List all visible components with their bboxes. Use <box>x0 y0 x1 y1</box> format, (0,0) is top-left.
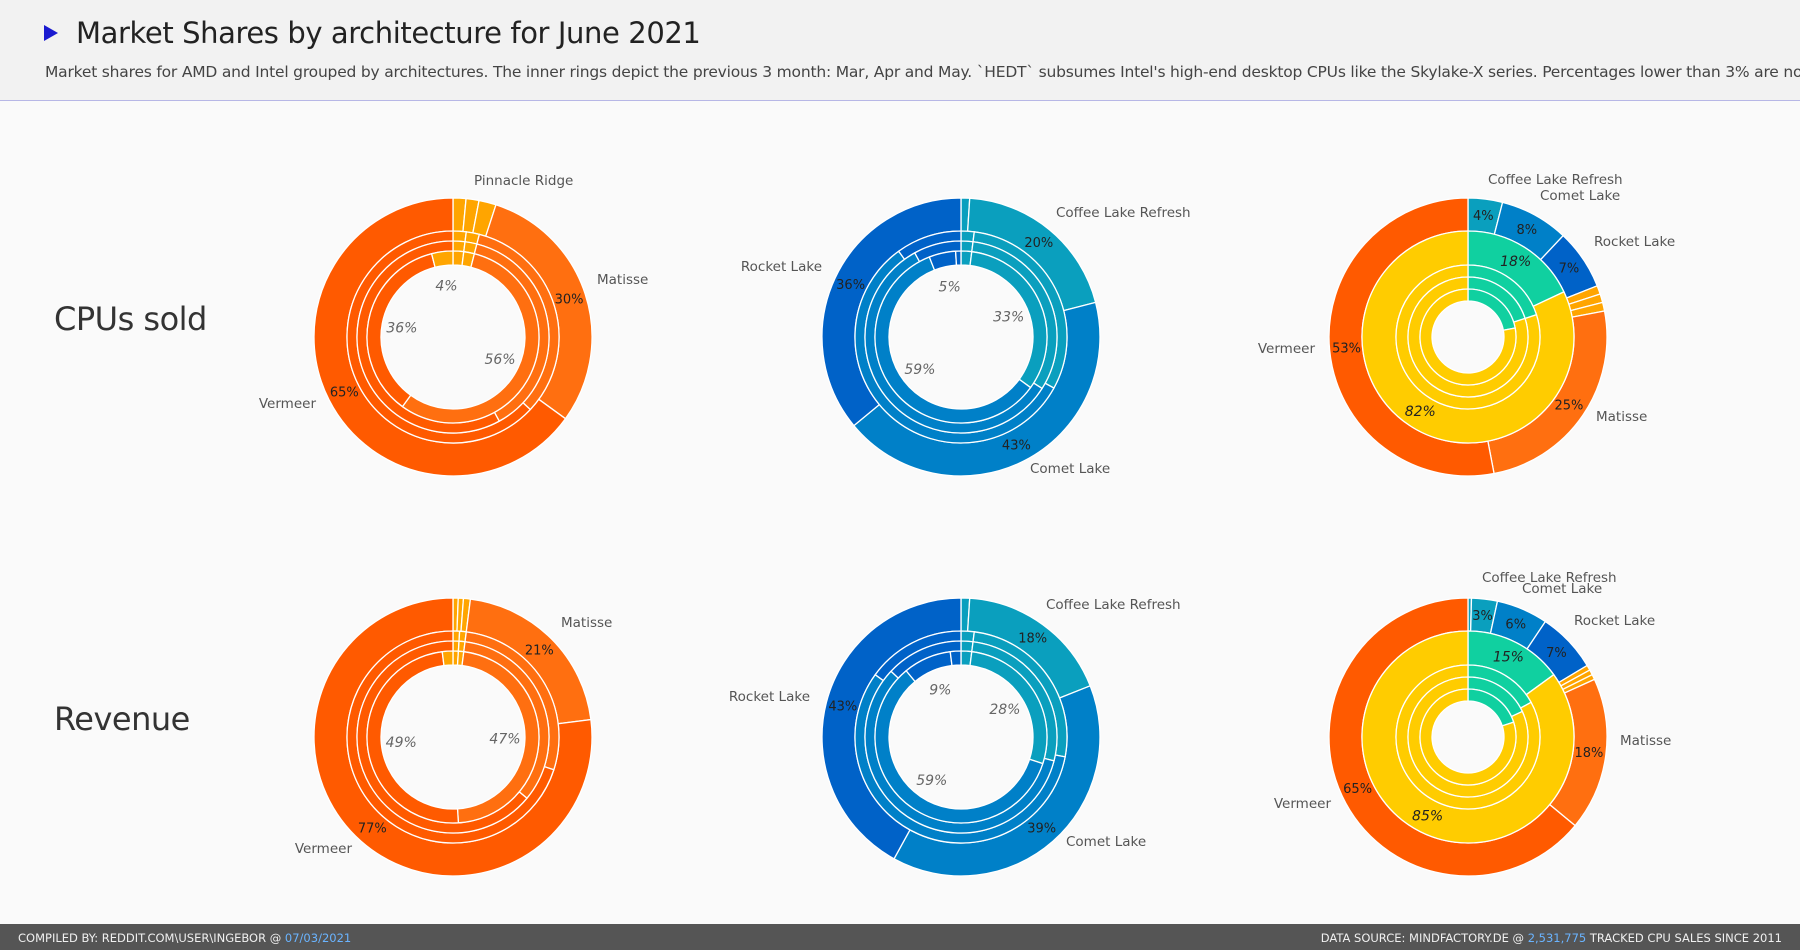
footer: COMPILED BY: REDDIT.COM\USER\INGEBOR @ 0… <box>0 924 1800 950</box>
slice-name-label: Comet Lake <box>1030 461 1110 477</box>
slice-name-label: Vermeer <box>259 396 317 412</box>
history-ring-2-segment[interactable] <box>1419 288 1517 386</box>
slice-name-label: Matisse <box>1596 409 1647 425</box>
outer-ring-data-label: 53% <box>1332 341 1361 356</box>
collapse-triangle-icon[interactable] <box>44 25 58 41</box>
history-ring-0-segment[interactable] <box>452 230 468 243</box>
slice-name-label: Vermeer <box>1258 341 1316 357</box>
outer-ring-data-label: 77% <box>358 822 387 837</box>
slice-name-label: Matisse <box>561 615 612 631</box>
history-data-label: 5% <box>939 279 961 295</box>
outer-ring-data-label: 7% <box>1546 646 1567 661</box>
donut-chart-combined-revenue: 3% 6% 7% 18% 65% 15% 85% Coffee Lake RefreshCom… <box>1274 570 1671 877</box>
history-ring-0-segment[interactable] <box>960 230 976 243</box>
history-ring-2-segment[interactable] <box>430 250 454 269</box>
outer-ring-data-label: 21% <box>525 644 554 659</box>
footer-source-suffix: TRACKED CPU SALES SINCE 2011 <box>1589 931 1782 945</box>
history-data-label: 56% <box>484 352 515 368</box>
history-data-label: 59% <box>904 362 935 378</box>
outer-ring-data-label: 6% <box>1505 618 1526 633</box>
history-ring-2-segment[interactable] <box>441 650 454 667</box>
history-data-label: 9% <box>929 682 951 698</box>
outer-ring-data-label: 65% <box>1343 782 1372 797</box>
history-ring-1-segment[interactable] <box>452 240 466 253</box>
slice-name-label: Vermeer <box>1274 796 1332 812</box>
outer-ring-data-label: 65% <box>330 385 359 400</box>
outer-ring-data-label: 39% <box>1027 822 1056 837</box>
footer-compiled-by: COMPILED BY: REDDIT.COM\USER\INGEBOR @ <box>18 931 282 945</box>
history-data-label: 36% <box>386 320 417 336</box>
page-title: Market Shares by architecture for June 2… <box>76 16 701 50</box>
outer-ring-data-label: 4% <box>1473 209 1494 224</box>
slice-name-label: Coffee Lake Refresh <box>1488 172 1623 188</box>
outer-ring-data-label: 20% <box>1024 236 1053 251</box>
history-data-label: 33% <box>993 309 1024 325</box>
history-ring-2-segment[interactable] <box>1419 688 1517 786</box>
footer-date: 07/03/2021 <box>284 931 352 945</box>
slice-name-label: Comet Lake <box>1522 581 1602 597</box>
total-ring-data-label: 82% <box>1405 404 1436 420</box>
slice-name-label: Pinnacle Ridge <box>474 173 573 189</box>
slice-name-label: Coffee Lake Refresh <box>1482 570 1617 586</box>
outer-ring-data-label: 3% <box>1472 609 1493 624</box>
history-data-label: 4% <box>435 278 457 294</box>
outer-ring-data-label: 18% <box>1018 631 1047 646</box>
total-ring-data-label: 18% <box>1500 254 1531 270</box>
slice-name-label: Rocket Lake <box>729 689 810 705</box>
footer-source-prefix: DATA SOURCE: MINDFACTORY.DE @ <box>1320 931 1525 945</box>
slice-name-label: Rocket Lake <box>1594 234 1675 250</box>
total-ring-data-label: 85% <box>1412 808 1443 824</box>
slice-name-label: Comet Lake <box>1540 188 1620 204</box>
row-label-cpus-sold: CPUs sold <box>54 300 207 338</box>
donut-chart-intel-revenue: 18% 39% 43% 28% 59% 9% Coffee Lake Refresh Come… <box>729 597 1181 877</box>
donut-chart-combined-cpus-sold: 4% 8% 7% 25% 53% 18% 82% Coffee Lake RefreshCom… <box>1258 172 1675 477</box>
donut-chart-amd-revenue: 21% 77% 47% 49% Matisse Vermeer <box>295 597 612 877</box>
header: Market Shares by architecture for June 2… <box>0 0 1800 101</box>
donut-chart-amd-cpus-sold: 30% 65% 56% 36% 4% Pinnacle Ridge Matisse Verme… <box>259 173 648 477</box>
outer-ring-data-label: 30% <box>555 292 584 307</box>
footer-credit: COMPILED BY: REDDIT.COM\USER\INGEBOR @ 0… <box>18 931 351 945</box>
total-ring-data-label: 15% <box>1493 650 1524 666</box>
outer-ring-data-label: 8% <box>1516 223 1537 238</box>
history-ring-2-segment[interactable] <box>954 250 962 266</box>
outer-ring-data-label: 25% <box>1554 399 1583 414</box>
outer-ring-data-label: 18% <box>1574 746 1603 761</box>
slice-name-label: Coffee Lake Refresh <box>1046 597 1181 613</box>
slice-name-label: Rocket Lake <box>741 259 822 275</box>
row-label-revenue: Revenue <box>54 700 190 738</box>
slice-name-label: Matisse <box>597 272 648 288</box>
footer-count: 2,531,775 <box>1527 931 1587 945</box>
footer-source: DATA SOURCE: MINDFACTORY.DE @ 2,531,775 … <box>1321 931 1782 945</box>
history-data-label: 47% <box>489 732 520 748</box>
slice-name-label: Rocket Lake <box>1574 613 1655 629</box>
history-ring-2-segment[interactable] <box>949 650 962 667</box>
slice-name-label: Matisse <box>1620 733 1671 749</box>
donut-chart-intel-cpus-sold: 20% 43% 36% 33% 59% 5% Coffee Lake Refresh Come… <box>741 197 1191 477</box>
outer-ring-data-label: 36% <box>836 278 865 293</box>
history-data-label: 59% <box>916 773 947 789</box>
slice-name-label: Comet Lake <box>1066 834 1146 850</box>
history-ring-1-segment[interactable] <box>960 640 974 653</box>
slice-name-label: Vermeer <box>295 841 353 857</box>
outer-ring-data-label: 43% <box>1002 439 1031 454</box>
history-ring-0-segment[interactable] <box>960 630 976 643</box>
history-data-label: 28% <box>989 702 1020 718</box>
outer-ring-data-label: 43% <box>828 700 857 715</box>
history-ring-1-segment[interactable] <box>960 240 974 253</box>
title-row: Market Shares by architecture for June 2… <box>44 16 701 50</box>
history-data-label: 49% <box>386 735 417 751</box>
outer-ring-data-label: 7% <box>1559 261 1580 276</box>
slice-name-label: Coffee Lake Refresh <box>1056 205 1191 221</box>
page-subtitle: Market shares for AMD and Intel grouped … <box>45 63 1800 81</box>
charts-canvas: 30% 65% 56% 36% 4% Pinnacle Ridge Matisse Verme… <box>259 172 1675 877</box>
